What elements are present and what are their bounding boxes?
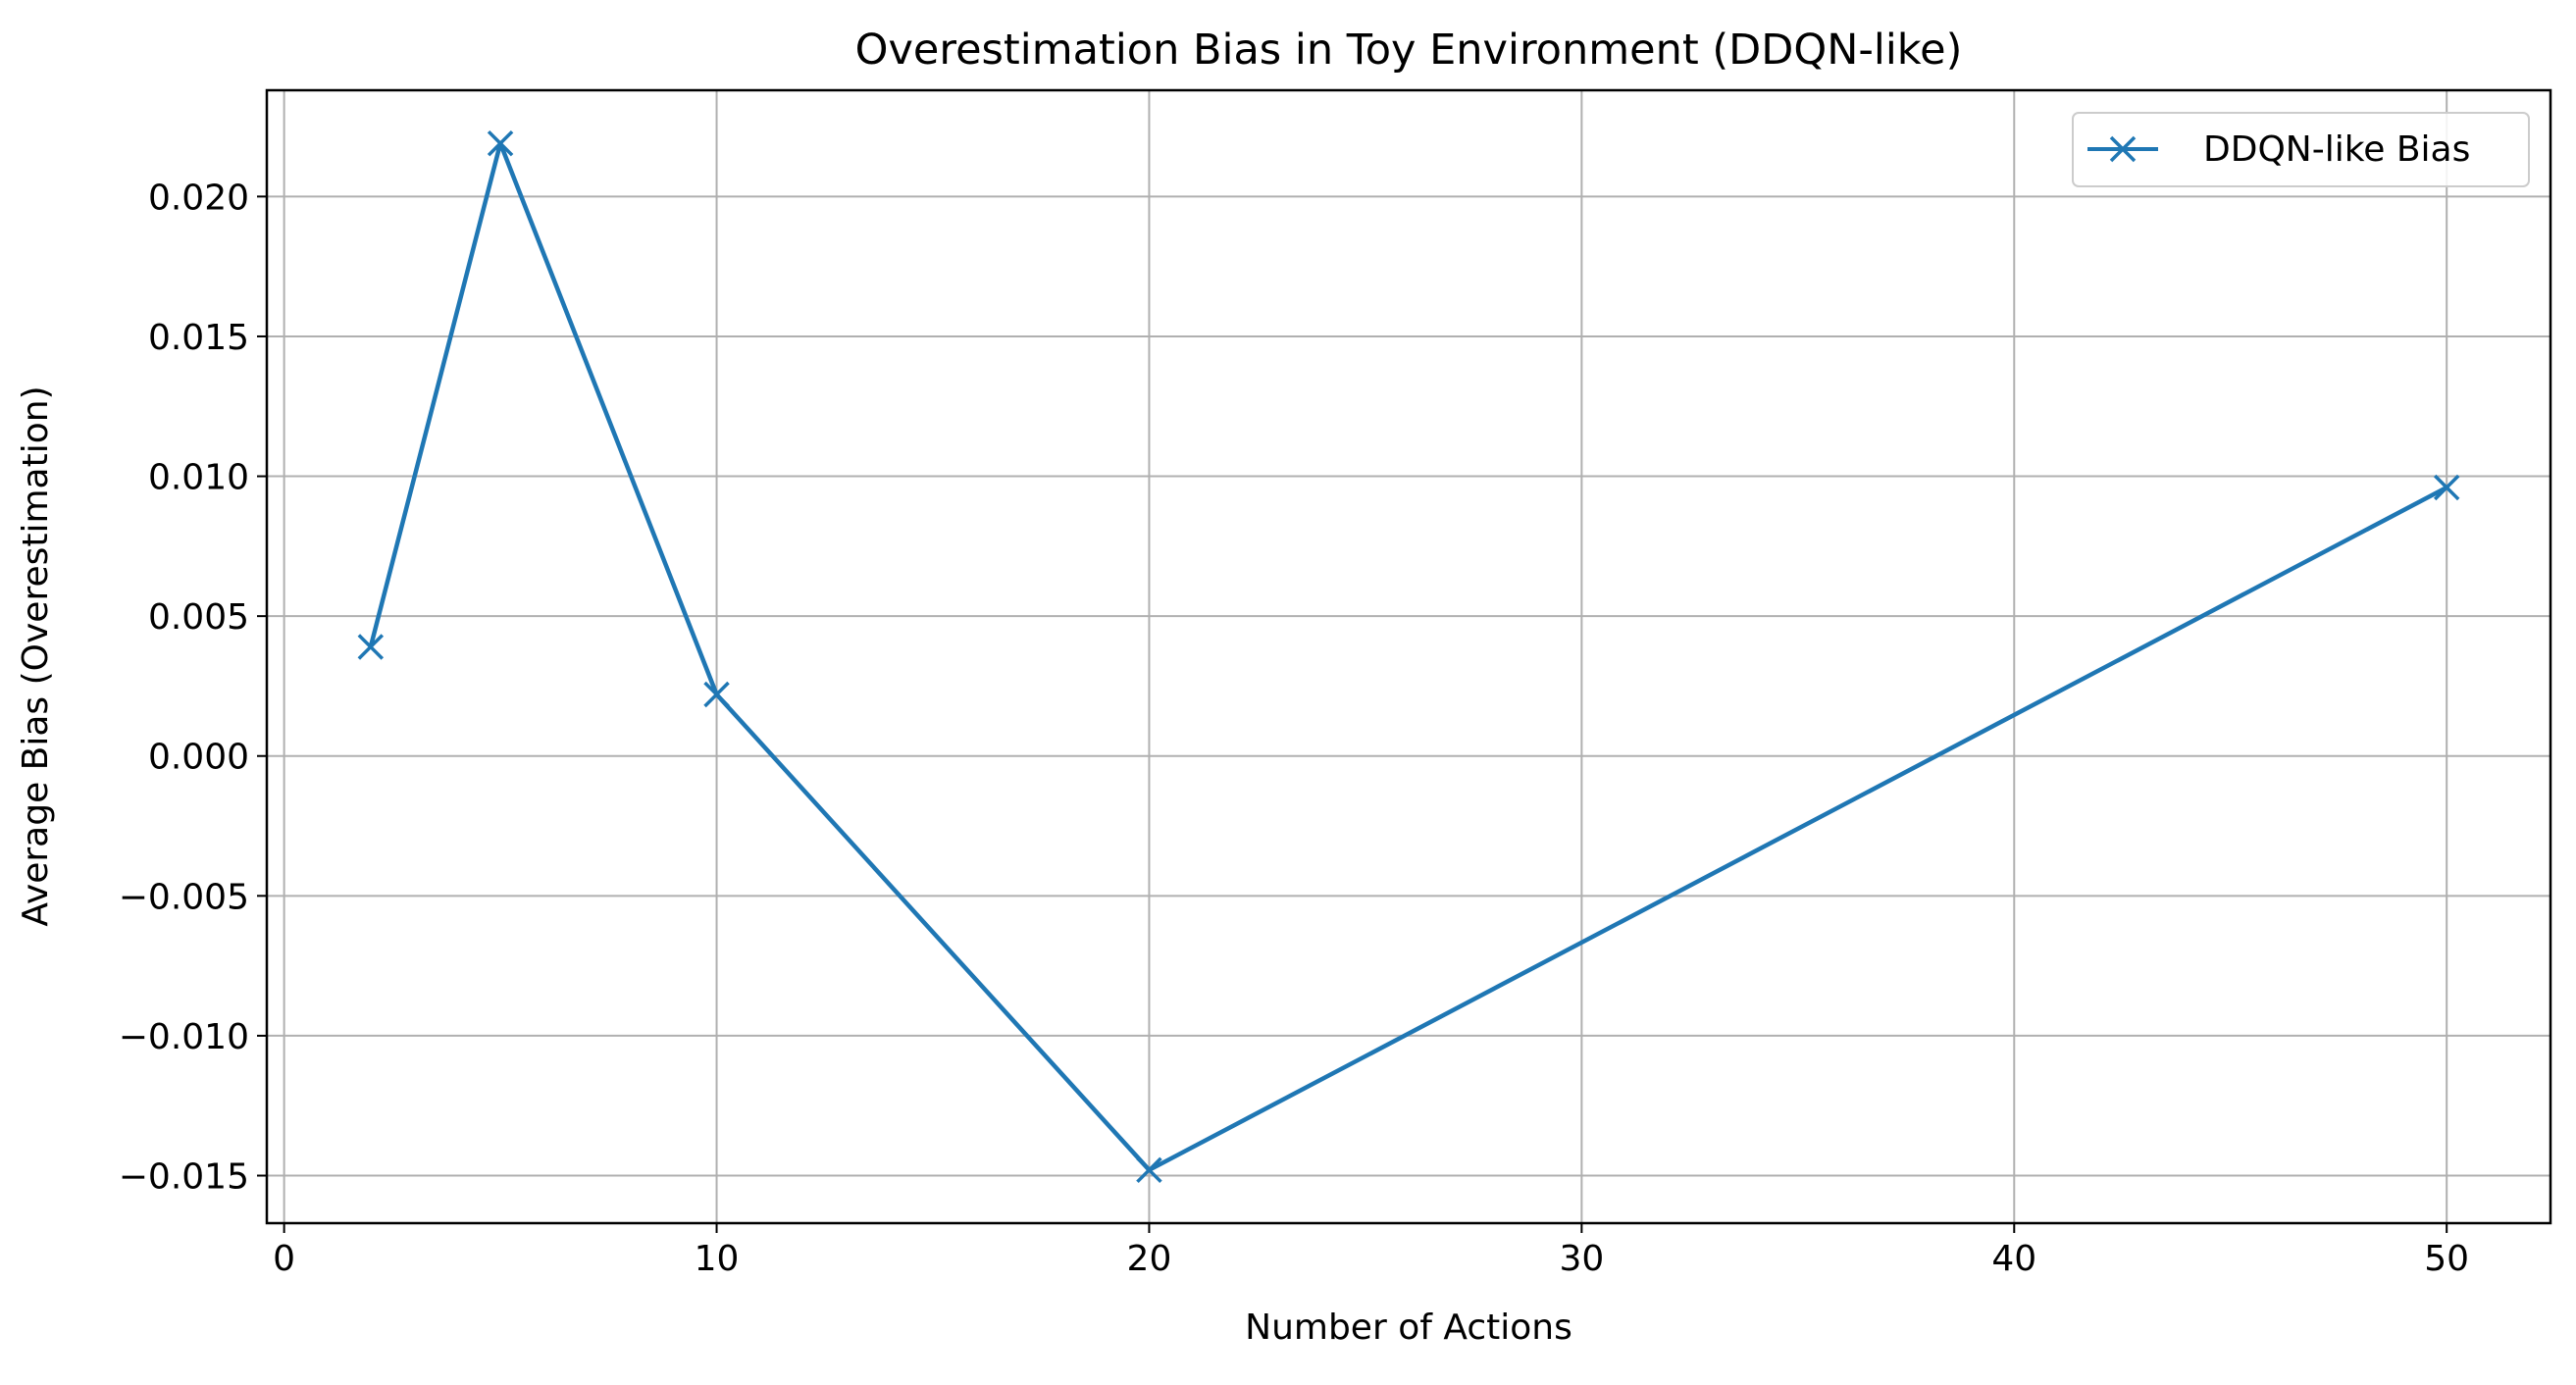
grid	[267, 90, 2550, 1223]
marker-stroke	[357, 634, 385, 660]
data-point-marker	[1136, 1156, 1162, 1184]
y-tick-label: −0.015	[119, 1157, 249, 1198]
x-tick-label: 10	[695, 1239, 740, 1279]
data-point-marker	[357, 634, 385, 660]
y-tick-label: −0.010	[119, 1017, 249, 1057]
data-series	[357, 129, 2460, 1184]
plot-frame	[265, 88, 2552, 1225]
marker-stroke	[703, 681, 730, 708]
axis-ticks: 0 10 20 30 40 50 0.020 0.015 0.010 0.005 0.000 −0.0…	[119, 178, 2469, 1279]
y-tick-label: 0.005	[148, 597, 249, 638]
x-tick-label: 30	[1559, 1239, 1604, 1279]
x-tick-label: 20	[1127, 1239, 1172, 1279]
legend-x-marker	[2109, 135, 2137, 163]
y-axis-label: Average Bias (Overestimation)	[16, 385, 56, 926]
data-point-marker	[487, 129, 514, 157]
marker-stroke	[1136, 1156, 1162, 1184]
y-tick-label: 0.010	[148, 458, 249, 498]
y-tick-label: 0.020	[148, 178, 249, 218]
data-point-marker	[703, 681, 730, 708]
x-axis-label: Number of Actions	[1245, 1308, 1572, 1348]
marker-stroke	[487, 129, 514, 157]
legend-marker-stroke	[2109, 135, 2137, 163]
y-tick-label: 0.015	[148, 318, 249, 358]
x-tick-label: 0	[273, 1239, 295, 1279]
y-tick-label: −0.005	[119, 877, 249, 917]
data-point-marker	[2433, 474, 2460, 501]
chart-title: Overestimation Bias in Toy Environment (…	[855, 26, 1963, 75]
marker-stroke	[2433, 474, 2460, 501]
y-tick-label: 0.000	[148, 738, 249, 778]
legend-label: DDQN-like Bias	[2203, 129, 2470, 170]
x-tick-label: 40	[1991, 1239, 2036, 1279]
series-line	[368, 140, 2448, 1173]
legend-box	[2072, 112, 2530, 187]
x-tick-label: 50	[2424, 1239, 2469, 1279]
legend: DDQN-like Bias	[2072, 112, 2530, 187]
